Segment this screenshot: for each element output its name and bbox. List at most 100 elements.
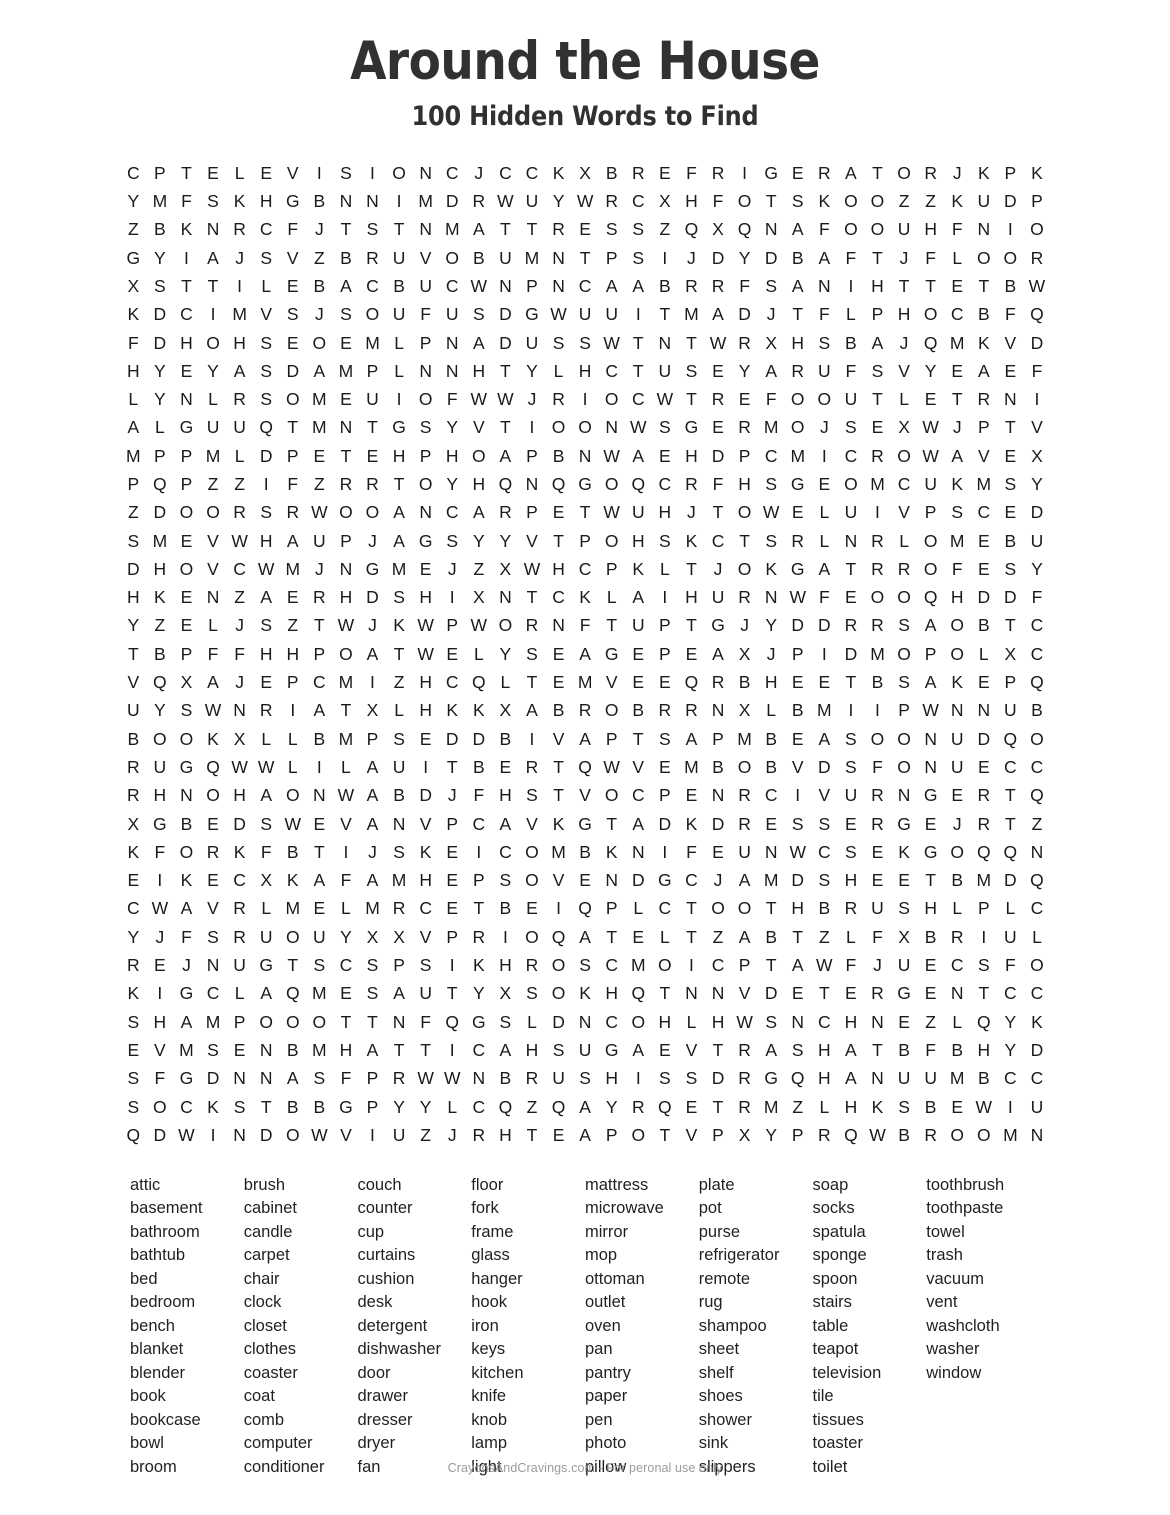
grid-cell[interactable]: R xyxy=(738,1096,751,1117)
word-list-item[interactable]: glass xyxy=(471,1246,510,1265)
word-list-item[interactable]: knife xyxy=(471,1387,507,1406)
grid-cell[interactable]: B xyxy=(791,247,804,268)
word-list-item[interactable]: comb xyxy=(243,1410,285,1429)
grid-cell[interactable]: T xyxy=(500,417,511,438)
grid-cell[interactable]: X xyxy=(659,191,671,212)
grid-cell[interactable]: O xyxy=(285,785,300,806)
grid-cell[interactable]: E xyxy=(127,870,140,891)
grid-cell[interactable]: L xyxy=(208,389,218,410)
grid-cell[interactable]: N xyxy=(472,1068,486,1089)
grid-cell[interactable]: J xyxy=(527,389,537,410)
grid-cell[interactable]: A xyxy=(579,1124,591,1145)
grid-cell[interactable]: F xyxy=(207,643,219,664)
grid-cell[interactable]: E xyxy=(898,870,910,891)
grid-cell[interactable]: S xyxy=(552,332,565,353)
grid-cell[interactable]: E xyxy=(659,672,671,693)
grid-cell[interactable]: T xyxy=(739,530,750,551)
grid-cell[interactable]: I xyxy=(981,926,987,947)
grid-cell[interactable]: E xyxy=(233,1039,246,1060)
grid-cell[interactable]: L xyxy=(952,247,963,268)
grid-cell[interactable]: E xyxy=(419,728,432,749)
grid-cell[interactable]: U xyxy=(392,247,406,268)
grid-cell[interactable]: B xyxy=(180,813,193,834)
grid-cell[interactable]: I xyxy=(635,1068,641,1089)
grid-cell[interactable]: J xyxy=(368,530,377,551)
word-list-item[interactable]: book xyxy=(130,1387,166,1406)
grid-cell[interactable]: S xyxy=(845,841,857,862)
grid-cell[interactable]: E xyxy=(659,756,671,777)
grid-cell[interactable]: S xyxy=(898,898,910,919)
grid-cell[interactable]: Y xyxy=(127,926,140,947)
grid-cell[interactable]: U xyxy=(552,1068,565,1089)
grid-cell[interactable]: O xyxy=(897,756,911,777)
grid-cell[interactable]: P xyxy=(605,898,618,919)
grid-cell[interactable]: R xyxy=(818,162,831,183)
grid-cell[interactable]: N xyxy=(631,841,645,862)
grid-cell[interactable]: H xyxy=(339,587,353,608)
grid-cell[interactable]: A xyxy=(472,502,485,523)
grid-cell[interactable]: A xyxy=(579,643,591,664)
grid-cell[interactable]: M xyxy=(312,417,327,438)
grid-cell[interactable]: T xyxy=(659,304,671,325)
word-list-item[interactable]: washcloth xyxy=(926,1316,1000,1335)
grid-cell[interactable]: D xyxy=(764,247,778,268)
grid-cell[interactable]: A xyxy=(366,813,379,834)
grid-cell[interactable]: T xyxy=(207,275,219,296)
grid-cell[interactable]: E xyxy=(446,643,459,664)
grid-cell[interactable]: N xyxy=(445,360,459,381)
grid-cell[interactable]: R xyxy=(126,785,140,806)
grid-cell[interactable]: O xyxy=(312,332,327,353)
grid-cell[interactable]: W xyxy=(231,756,248,777)
grid-cell[interactable]: D xyxy=(738,304,751,325)
grid-cell[interactable]: A xyxy=(260,785,273,806)
grid-cell[interactable]: T xyxy=(686,389,697,410)
grid-cell[interactable]: I xyxy=(662,587,668,608)
grid-cell[interactable]: S xyxy=(127,1068,140,1089)
grid-cell[interactable]: U xyxy=(578,304,592,325)
grid-cell[interactable]: J xyxy=(766,643,776,664)
grid-cell[interactable]: A xyxy=(632,445,645,466)
grid-cell[interactable]: S xyxy=(154,275,166,296)
grid-cell[interactable]: A xyxy=(233,360,246,381)
grid-cell[interactable]: E xyxy=(685,1096,698,1117)
grid-cell[interactable]: A xyxy=(499,1039,512,1060)
grid-cell[interactable]: X xyxy=(127,813,140,834)
grid-cell[interactable]: U xyxy=(392,756,406,777)
grid-cell[interactable]: O xyxy=(1003,247,1018,268)
grid-cell[interactable]: U xyxy=(499,247,512,268)
grid-cell[interactable]: E xyxy=(1004,445,1017,466)
grid-cell[interactable]: I xyxy=(263,474,269,494)
grid-cell[interactable]: F xyxy=(1005,304,1016,325)
grid-cell[interactable]: F xyxy=(181,191,192,212)
grid-cell[interactable]: Z xyxy=(420,1124,431,1145)
word-list-item[interactable]: cup xyxy=(357,1222,385,1241)
grid-cell[interactable]: E xyxy=(791,502,804,523)
grid-cell[interactable]: A xyxy=(791,219,804,240)
grid-cell[interactable]: O xyxy=(392,162,406,183)
grid-cell[interactable]: S xyxy=(286,304,299,325)
grid-cell[interactable]: E xyxy=(579,219,591,240)
grid-cell[interactable]: C xyxy=(126,898,140,919)
grid-cell[interactable]: R xyxy=(711,389,725,410)
grid-cell[interactable]: L xyxy=(952,1011,963,1032)
word-list-item[interactable]: clock xyxy=(243,1293,282,1312)
grid-cell[interactable]: C xyxy=(950,304,964,325)
grid-cell[interactable]: C xyxy=(844,445,858,466)
grid-cell[interactable]: N xyxy=(844,530,858,551)
word-list-item[interactable]: teapot xyxy=(812,1340,859,1359)
grid-cell[interactable]: E xyxy=(818,474,831,494)
grid-cell[interactable]: X xyxy=(499,700,512,721)
grid-cell[interactable]: T xyxy=(553,530,564,551)
grid-cell[interactable]: K xyxy=(871,1096,884,1117)
word-list-item[interactable]: toaster xyxy=(812,1434,863,1453)
grid-cell[interactable]: K xyxy=(127,841,140,862)
grid-cell[interactable]: A xyxy=(472,332,485,353)
grid-cell[interactable]: E xyxy=(951,785,964,806)
grid-cell[interactable]: L xyxy=(819,1096,830,1117)
grid-cell[interactable]: P xyxy=(472,870,485,891)
grid-cell[interactable]: C xyxy=(445,275,459,296)
grid-cell[interactable]: Y xyxy=(738,247,751,268)
grid-cell[interactable]: U xyxy=(711,587,725,608)
grid-cell[interactable]: W xyxy=(603,756,620,777)
grid-cell[interactable]: W xyxy=(975,1096,993,1117)
